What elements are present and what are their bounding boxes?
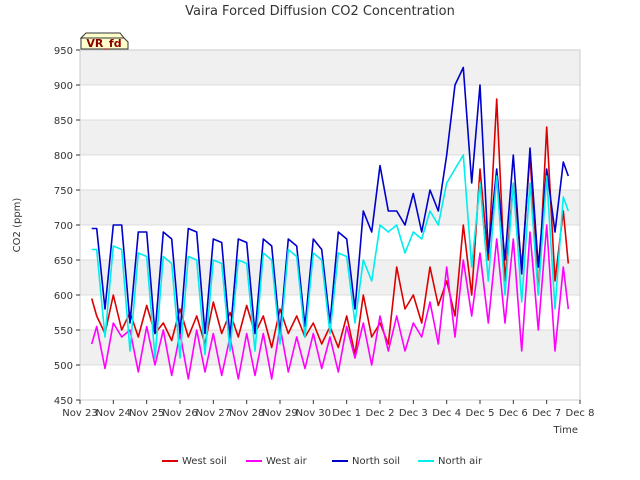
y-axis-label: CO2 (ppm)	[12, 198, 23, 253]
series-line-north-air	[91, 154, 570, 359]
legend-label: North air	[438, 456, 483, 467]
y-tick-label: 700	[54, 221, 73, 232]
legend-label: West soil	[182, 456, 227, 467]
y-tick-label: 800	[54, 151, 73, 162]
y-tick-label: 750	[54, 186, 73, 197]
x-tick-label: Dec 2	[366, 408, 395, 419]
plot-band	[80, 365, 580, 400]
badge-label: VR_fd	[86, 37, 121, 50]
x-tick-label: Nov 24	[96, 408, 131, 419]
plot-band	[80, 155, 580, 190]
x-tick-label: Nov 23	[62, 408, 97, 419]
x-tick-label: Dec 3	[399, 408, 428, 419]
y-tick-label: 900	[54, 81, 73, 92]
x-tick-label: Nov 29	[262, 408, 297, 419]
x-tick-label: Dec 7	[532, 408, 561, 419]
site-badge: VR_fd	[79, 32, 129, 50]
x-axis-label: Time	[553, 425, 578, 436]
plot-background	[80, 50, 580, 400]
plot-band	[80, 330, 580, 365]
x-tick-label: Nov 28	[229, 408, 264, 419]
y-tick-label: 600	[54, 291, 73, 302]
x-tick-label: Nov 27	[196, 408, 231, 419]
x-tick-label: Dec 5	[466, 408, 495, 419]
y-tick-label: 650	[54, 256, 73, 267]
y-tick-label: 950	[54, 46, 73, 57]
x-tick-label: Dec 6	[499, 408, 528, 419]
series-line-west-air	[90, 224, 570, 380]
badge-shape	[79, 32, 129, 50]
y-tick-label: 550	[54, 326, 73, 337]
series-group	[90, 66, 570, 380]
x-tick-label: Dec 8	[566, 408, 595, 419]
legend-label: North soil	[352, 456, 400, 467]
x-tick-label: Dec 4	[432, 408, 461, 419]
y-tick-label: 500	[54, 361, 73, 372]
y-tick-label: 450	[54, 396, 73, 407]
series-line-north-soil	[91, 66, 570, 338]
x-tick-label: Nov 30	[296, 408, 331, 419]
legend: West soil West air North soil North air	[162, 456, 483, 467]
chart-title: Vaira Forced Diffusion CO2 Concentration	[185, 4, 455, 19]
y-tick-label: 850	[54, 116, 73, 127]
legend-label: West air	[266, 456, 308, 467]
plot-band	[80, 85, 580, 120]
plot-band	[80, 50, 580, 85]
plot-band	[80, 120, 580, 155]
x-tick-label: Nov 26	[162, 408, 197, 419]
y-axis-ticks: 450 500 550 600 650 700 750 800 850 900 950	[54, 46, 80, 407]
x-tick-label: Dec 1	[332, 408, 361, 419]
x-tick-label: Nov 25	[129, 408, 164, 419]
plot-band	[80, 190, 580, 225]
